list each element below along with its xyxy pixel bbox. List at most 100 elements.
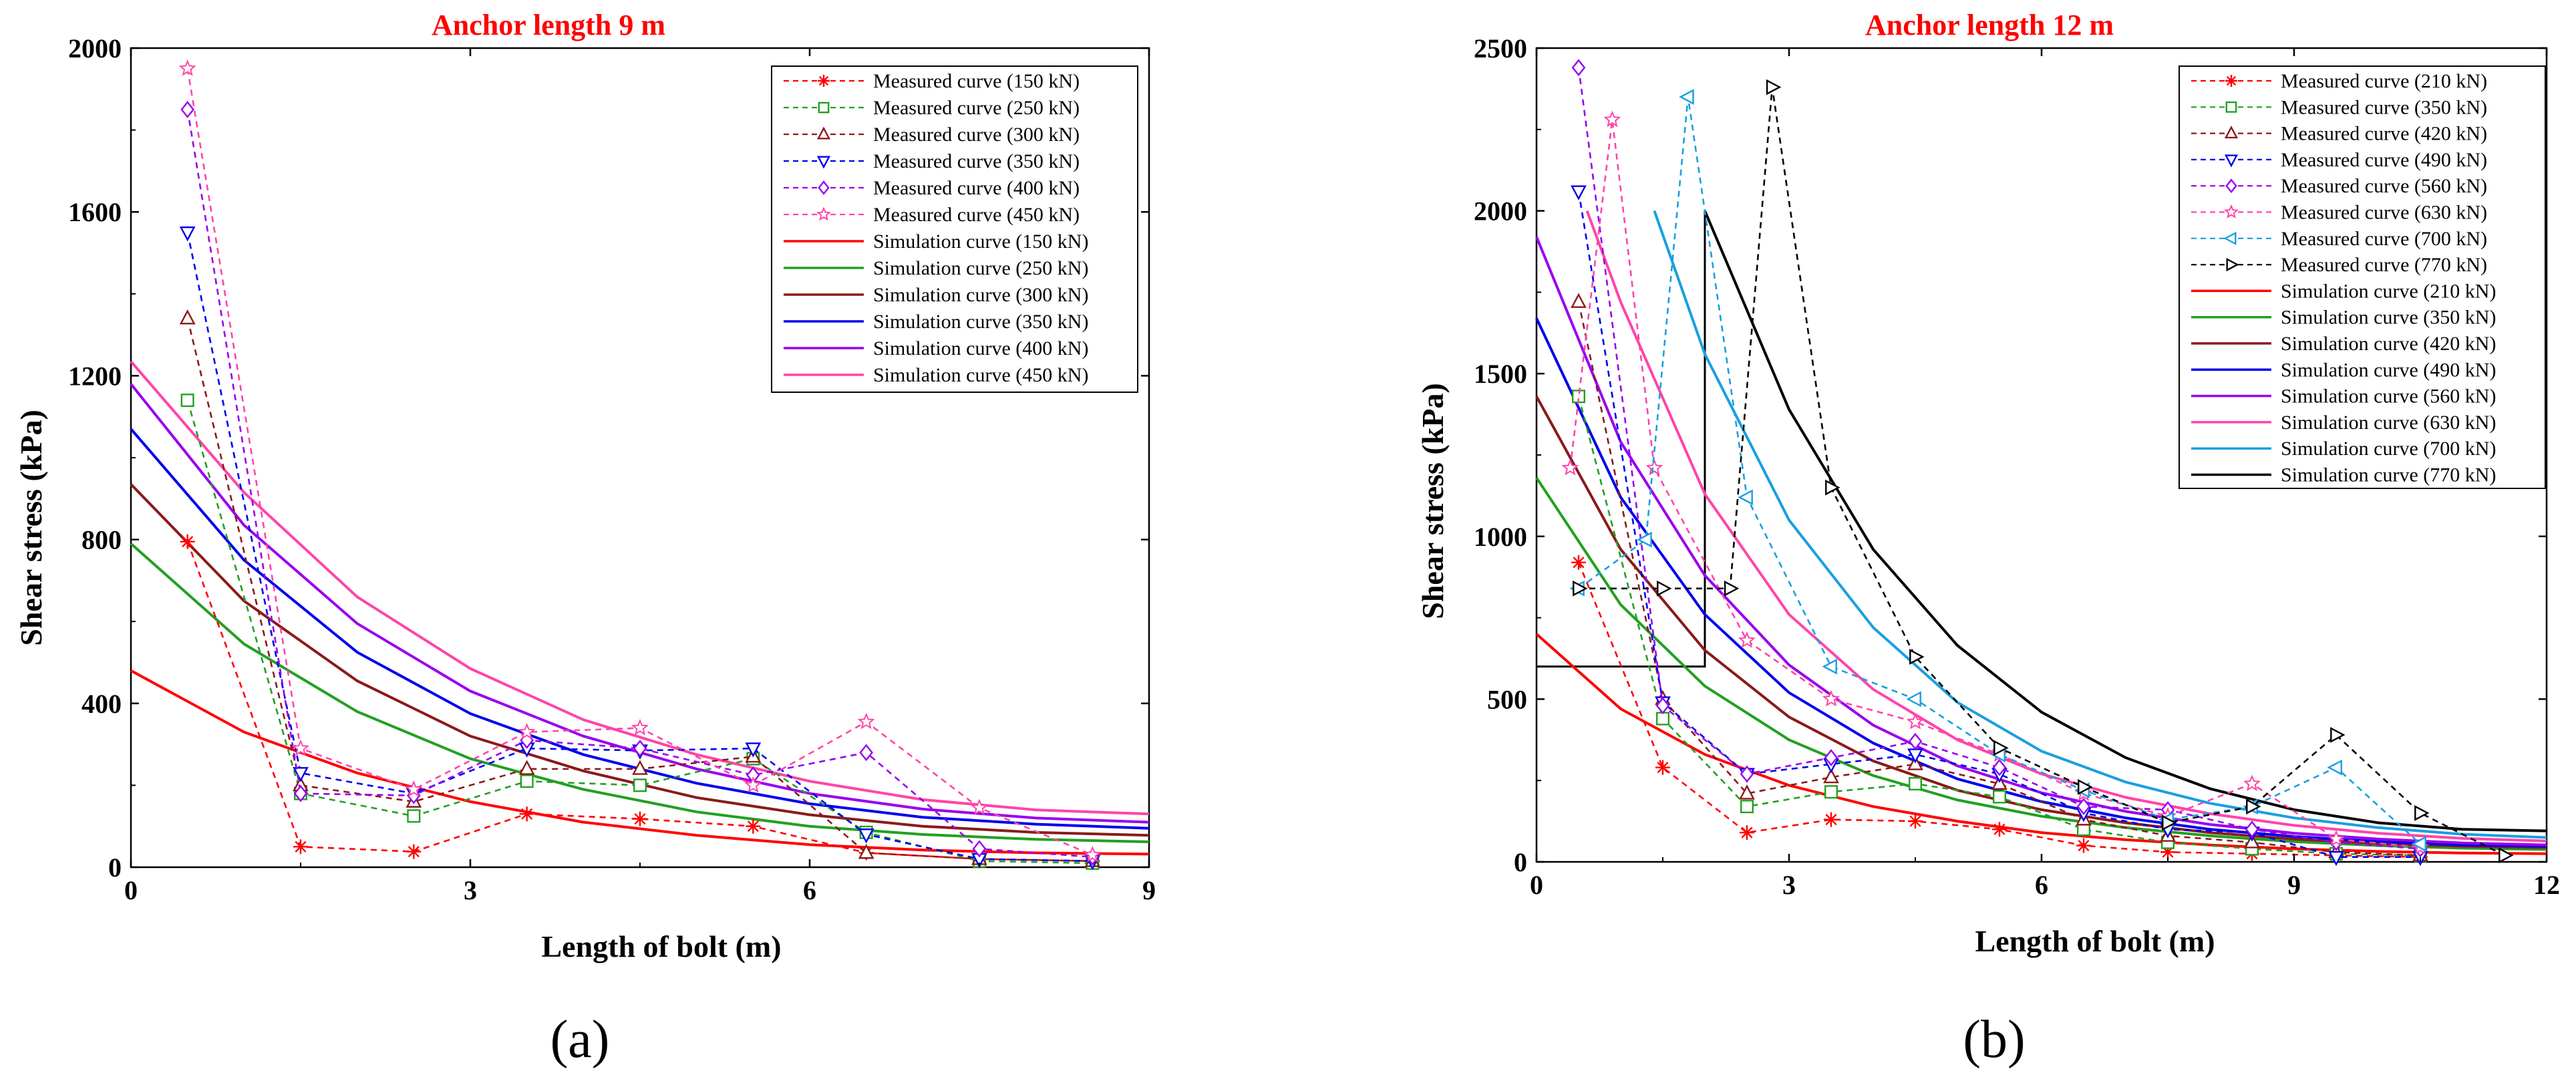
legend-label: Measured curve (560 kN)	[2281, 175, 2487, 197]
legend-item-simulation-curve-350-kn: Simulation curve (350 kN)	[784, 311, 1088, 333]
data-point	[2245, 820, 2259, 838]
y-axis-label: Shear stress (kPa)	[14, 410, 48, 646]
data-point	[2078, 779, 2093, 795]
series-simulation-curve-420-kn	[1535, 396, 2547, 849]
data-point	[1824, 749, 1838, 767]
data-point	[633, 811, 647, 826]
x-tick-label: 9	[2287, 870, 2301, 900]
measured-line	[1569, 120, 2421, 849]
data-point	[179, 226, 196, 242]
data-point	[1740, 765, 1754, 783]
data-point	[1824, 785, 1838, 799]
data-point	[631, 718, 649, 736]
y-tick-label: 400	[82, 689, 122, 719]
data-point	[858, 828, 874, 844]
legend-item-measured-curve-630-kn: Measured curve (630 kN)	[2191, 202, 2487, 224]
data-point	[180, 394, 194, 408]
data-point	[1740, 800, 1754, 814]
data-point	[1908, 777, 1922, 791]
chart-panel-a: Anchor length 9 m 0 3 6 9 0 400 800 1200 1600 200…	[14, 9, 1156, 1069]
data-point	[859, 744, 874, 762]
legend-item-simulation-curve-560-kn: Simulation curve (560 kN)	[2191, 386, 2496, 408]
legend-marker	[816, 156, 831, 169]
legend-item-measured-curve-450-kn: Measured curve (450 kN)	[784, 204, 1080, 226]
y-tick-label: 0	[1514, 847, 1527, 877]
y-tick-label: 1500	[1474, 359, 1527, 389]
legend-marker	[2224, 154, 2239, 168]
tick-layer: 0 3 6 9 12 0 500 1000 1500 2000 2500	[1474, 33, 2560, 900]
data-point	[1993, 740, 2009, 756]
legend-label: Measured curve (300 kN)	[873, 124, 1080, 146]
data-point	[1992, 790, 2006, 804]
data-point	[2243, 774, 2261, 792]
legend-label: Simulation curve (560 kN)	[2281, 386, 2496, 408]
data-point	[2499, 847, 2514, 864]
y-tick-label: 1600	[68, 197, 122, 227]
legend-label: Simulation curve (630 kN)	[2281, 412, 2496, 434]
y-axis-label: Shear stress (kPa)	[1416, 383, 1450, 619]
data-point	[1679, 89, 1694, 105]
series-simulation-curve-770-kn	[1704, 210, 2547, 832]
y-tick-label: 2000	[68, 33, 122, 63]
legend-item-measured-curve-210-kn: Measured curve (210 kN)	[2191, 70, 2487, 92]
legend-item-simulation-curve-490-kn: Simulation curve (490 kN)	[2191, 359, 2496, 381]
highlight-rectangle	[1537, 210, 1706, 668]
data-point	[1824, 812, 1838, 827]
data-point	[179, 309, 196, 325]
legend-item-measured-curve-700-kn: Measured curve (700 kN)	[2191, 228, 2487, 250]
data-point	[180, 534, 195, 549]
simulation-line	[1653, 210, 2547, 839]
measured-line	[186, 109, 1093, 858]
legend-item-simulation-curve-250-kn: Simulation curve (250 kN)	[784, 257, 1088, 279]
data-point	[1561, 458, 1579, 476]
legend-label: Simulation curve (300 kN)	[873, 284, 1088, 306]
data-point	[1084, 845, 1102, 863]
legend-label: Simulation curve (420 kN)	[2281, 333, 2496, 355]
data-point	[1738, 489, 1753, 506]
data-point	[1908, 814, 1923, 829]
data-point	[518, 760, 535, 775]
x-tick-label: 3	[1782, 870, 1796, 900]
data-point	[1908, 732, 1923, 750]
legend-item-measured-curve-400-kn: Measured curve (400 kN)	[784, 177, 1080, 199]
series-measured-curve-450-kn	[178, 59, 1102, 863]
data-point	[520, 774, 534, 788]
legend-item-simulation-curve-630-kn: Simulation curve (630 kN)	[2191, 412, 2496, 434]
data-point	[1655, 697, 1670, 715]
legend: Measured curve (210 kN) Measured curve (3…	[2179, 65, 2546, 489]
legend-marker	[2223, 231, 2237, 245]
data-point	[1571, 555, 1586, 570]
data-point	[2162, 814, 2177, 831]
legend-item-simulation-curve-450-kn: Simulation curve (450 kN)	[784, 364, 1088, 386]
legend-marker	[816, 206, 832, 221]
legend-label: Simulation curve (700 kN)	[2281, 438, 2496, 460]
legend-label: Measured curve (350 kN)	[873, 150, 1080, 172]
legend-marker	[818, 75, 830, 87]
legend-item-simulation-curve-350-kn: Simulation curve (350 kN)	[2191, 307, 2496, 329]
panel-label: (b)	[1963, 1010, 2025, 1069]
data-point	[1992, 822, 2007, 837]
y-tick-label: 1000	[1474, 522, 1527, 552]
data-point	[1657, 580, 1672, 597]
legend-label: Measured curve (250 kN)	[873, 97, 1080, 119]
data-point	[1906, 691, 1921, 708]
data-point	[1637, 531, 1652, 548]
chart-title: Anchor length 12 m	[1865, 9, 2114, 41]
simulation-line	[1704, 210, 2547, 832]
legend-item-simulation-curve-210-kn: Simulation curve (210 kN)	[2191, 280, 2496, 302]
data-point	[633, 778, 647, 792]
legend-label: Simulation curve (150 kN)	[873, 230, 1088, 253]
x-tick-label: 0	[1530, 870, 1543, 900]
x-tick-label: 6	[2035, 870, 2048, 900]
data-point	[1738, 631, 1756, 648]
legend: Measured curve (150 kN) Measured curve (2…	[771, 65, 1138, 393]
legend-item-simulation-curve-300-kn: Simulation curve (300 kN)	[784, 284, 1088, 306]
legend-label: Measured curve (700 kN)	[2281, 228, 2487, 250]
data-point	[744, 776, 762, 793]
data-point	[1822, 689, 1840, 707]
y-tick-label: 500	[1487, 684, 1527, 714]
legend-label: Measured curve (150 kN)	[873, 70, 1080, 92]
legend-label: Simulation curve (490 kN)	[2281, 359, 2496, 381]
legend-marker	[818, 180, 830, 195]
